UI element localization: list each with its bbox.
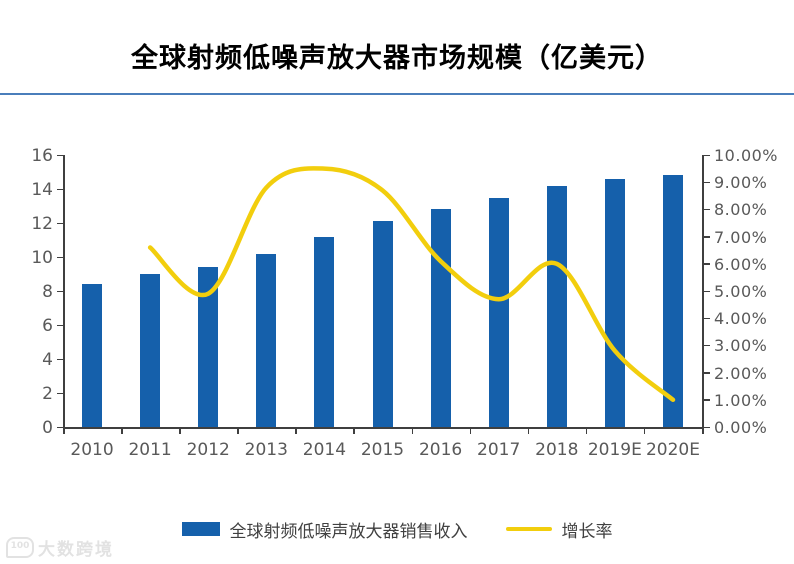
x-axis-label: 2019E bbox=[587, 440, 642, 460]
legend-line-swatch bbox=[505, 527, 552, 531]
legend-item-revenue: 全球射频低噪声放大器销售收入 bbox=[181, 517, 468, 542]
x-axis-tick bbox=[643, 428, 646, 434]
bar-2018 bbox=[546, 185, 567, 427]
title-underline bbox=[0, 93, 794, 95]
x-axis-label: 2018 bbox=[535, 440, 579, 460]
y-axis-left-tick bbox=[57, 324, 63, 326]
x-axis-tick bbox=[702, 428, 704, 434]
y-axis-left-label: 4 bbox=[42, 350, 53, 370]
x-axis-tick bbox=[353, 428, 355, 434]
x-axis-label: 2011 bbox=[128, 440, 172, 460]
y-axis-left-label: 12 bbox=[31, 214, 53, 234]
x-axis-label: 2012 bbox=[186, 440, 230, 460]
y-axis-left-tick bbox=[57, 256, 63, 258]
watermark: 100 大数跨境 bbox=[6, 535, 114, 560]
y-axis-left bbox=[63, 155, 65, 427]
bar-2020E bbox=[662, 175, 683, 427]
legend-bar-label: 全球射频低噪声放大器销售收入 bbox=[229, 521, 468, 542]
y-axis-right bbox=[702, 155, 704, 427]
x-axis-tick bbox=[295, 428, 297, 434]
y-axis-right-label: 8.00% bbox=[714, 200, 768, 220]
y-axis-right-tick bbox=[703, 181, 710, 184]
x-axis-tick bbox=[121, 428, 123, 434]
bar-2019E bbox=[604, 178, 625, 427]
y-axis-right-label: 9.00% bbox=[714, 173, 768, 193]
x-axis-tick bbox=[585, 428, 588, 434]
chart-legend: 全球射频低噪声放大器销售收入 增长率 bbox=[0, 514, 794, 544]
x-axis-tick bbox=[411, 428, 414, 434]
x-axis-label: 2010 bbox=[70, 440, 114, 460]
y-axis-right-tick bbox=[703, 263, 710, 265]
bar-2014 bbox=[314, 236, 335, 427]
x-axis-tick bbox=[179, 428, 181, 434]
bar-2010 bbox=[82, 284, 103, 427]
bar-2011 bbox=[140, 274, 161, 427]
y-axis-left-tick bbox=[57, 392, 63, 394]
y-axis-left-tick bbox=[57, 290, 63, 292]
x-axis-label: 2014 bbox=[302, 440, 347, 460]
y-axis-left-tick bbox=[57, 222, 63, 224]
x-axis-tick bbox=[469, 428, 472, 434]
x-axis-label: 2013 bbox=[244, 440, 288, 460]
y-axis-left-label: 16 bbox=[31, 146, 53, 166]
y-axis-right-label: 7.00% bbox=[714, 227, 768, 247]
legend-line-label: 增长率 bbox=[561, 521, 613, 542]
x-axis-tick bbox=[527, 428, 530, 434]
y-axis-right-label: 3.00% bbox=[714, 336, 768, 356]
bar-2013 bbox=[256, 253, 277, 427]
y-axis-right-tick bbox=[703, 290, 710, 292]
bar-2017 bbox=[488, 197, 509, 427]
y-axis-left-label: 6 bbox=[42, 316, 53, 336]
y-axis-left-tick bbox=[57, 188, 63, 190]
y-axis-right-label: 6.00% bbox=[714, 254, 768, 274]
y-axis-right-tick bbox=[703, 399, 710, 401]
x-axis-label: 2017 bbox=[477, 440, 521, 460]
legend-item-growth: 增长率 bbox=[505, 517, 613, 542]
y-axis-right-tick bbox=[703, 317, 710, 320]
watermark-text: 大数跨境 bbox=[38, 540, 114, 560]
y-axis-right-tick bbox=[703, 236, 710, 238]
bar-2012 bbox=[198, 267, 219, 427]
y-axis-right-label: 0.00% bbox=[714, 418, 768, 437]
chart-title: 全球射频低噪声放大器市场规模（亿美元） bbox=[131, 43, 663, 74]
y-axis-right-tick bbox=[703, 154, 710, 156]
y-axis-left-tick bbox=[57, 358, 63, 360]
y-axis-right-tick bbox=[703, 372, 710, 374]
y-axis-right-label: 10.00% bbox=[714, 146, 779, 165]
y-axis-right-label: 1.00% bbox=[714, 390, 768, 410]
watermark-logo-icon: 100 bbox=[6, 537, 34, 558]
legend-bar-swatch bbox=[181, 522, 220, 536]
y-axis-left-label: 10 bbox=[31, 248, 53, 268]
y-axis-left-tick bbox=[57, 154, 63, 156]
x-axis-label: 2020E bbox=[645, 440, 700, 460]
y-axis-right-label: 5.00% bbox=[714, 282, 768, 301]
x-axis bbox=[63, 427, 704, 429]
x-axis-label: 2016 bbox=[418, 440, 463, 460]
x-axis-label: 2015 bbox=[360, 440, 405, 460]
y-axis-right-label: 4.00% bbox=[714, 309, 768, 329]
y-axis-right-tick bbox=[703, 344, 710, 347]
bar-2015 bbox=[372, 221, 393, 427]
y-axis-left-tick bbox=[57, 426, 63, 428]
y-axis-right-label: 2.00% bbox=[714, 363, 768, 383]
y-axis-right-tick bbox=[703, 426, 710, 428]
y-axis-left-label: 2 bbox=[42, 384, 53, 404]
x-axis-tick bbox=[63, 428, 65, 434]
y-axis-right-tick bbox=[703, 208, 710, 211]
y-axis-left-label: 8 bbox=[42, 282, 53, 302]
y-axis-left-label: 14 bbox=[31, 180, 53, 200]
x-axis-tick bbox=[237, 428, 239, 434]
y-axis-left-label: 0 bbox=[42, 418, 53, 438]
